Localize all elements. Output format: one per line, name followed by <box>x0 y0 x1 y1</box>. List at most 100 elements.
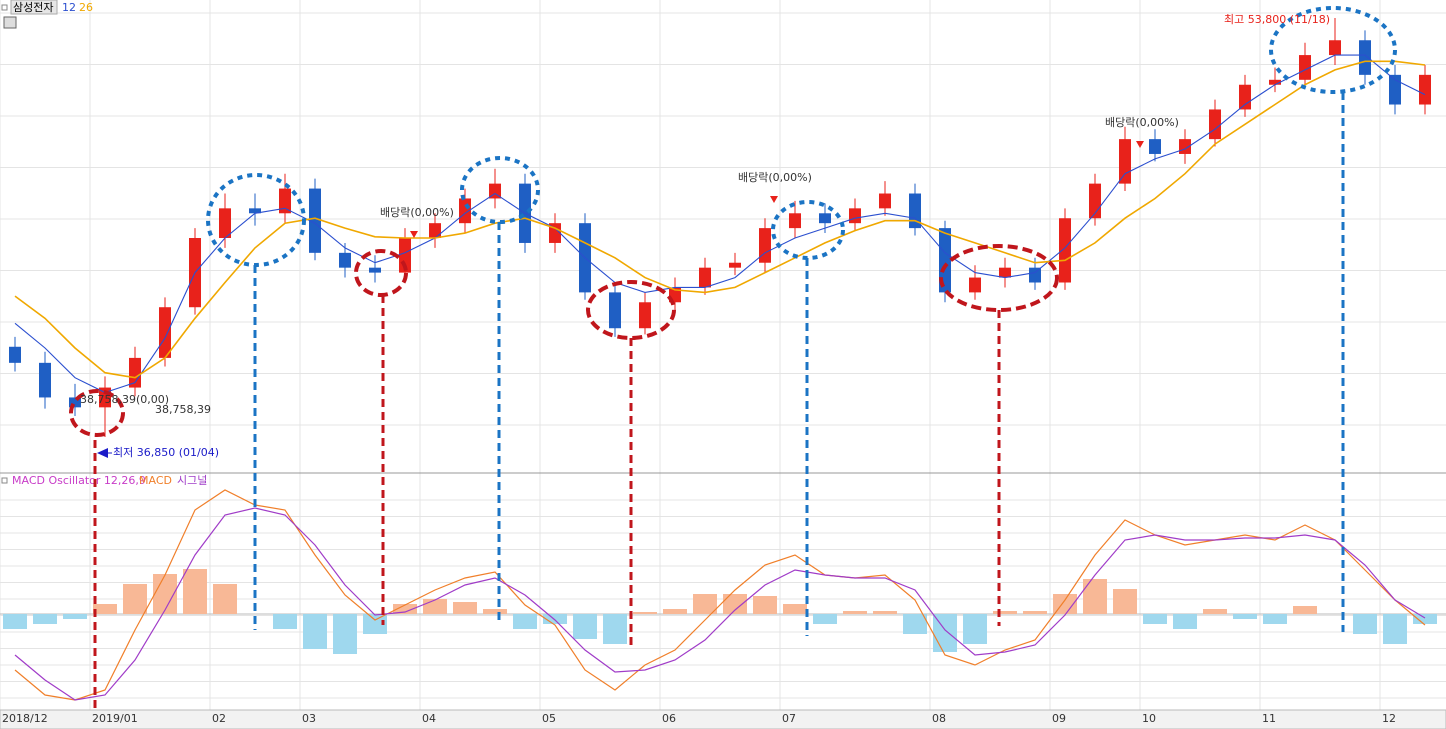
candle-body <box>1329 40 1341 56</box>
candle-body <box>909 193 921 229</box>
candle-body <box>819 213 831 224</box>
oscillator-bar <box>1353 614 1377 634</box>
price-label: 38,758,39 <box>155 403 211 416</box>
legend-ma26: 26 <box>79 1 93 14</box>
oscillator-bar <box>1293 606 1317 614</box>
x-tick-label: 10 <box>1142 712 1156 725</box>
x-tick-label: 2019/01 <box>92 712 138 725</box>
candle-body <box>1359 40 1371 75</box>
candle-body <box>279 188 291 214</box>
oscillator-bar <box>603 614 627 644</box>
moving-average <box>14 60 1426 379</box>
candle-body <box>309 188 321 253</box>
price-panel <box>9 18 1431 437</box>
candle-body <box>1389 74 1401 105</box>
oscillator-bar <box>933 614 957 652</box>
legend-ma12: 12 <box>62 1 76 14</box>
oscillator-bar <box>663 609 687 614</box>
candle-body <box>489 183 501 199</box>
oscillator-bar <box>1413 614 1437 624</box>
candle-body <box>339 252 351 268</box>
highlight-circle <box>460 156 540 224</box>
candle-body <box>39 362 51 398</box>
legend-icon <box>1 4 8 11</box>
oscillator-bar <box>873 611 897 614</box>
oscillator-bar <box>93 604 117 614</box>
dividend-label: 배당락(0,00%) <box>738 171 812 184</box>
low-label: 최저 36,850 (01/04) <box>113 446 219 459</box>
oscillator-bar <box>423 599 447 614</box>
oscillator-bar <box>33 614 57 624</box>
dividend-label: 배당락(0,00%) <box>380 206 454 219</box>
candle-body <box>69 397 81 408</box>
title-box <box>10 0 58 15</box>
oscillator-bar <box>273 614 297 629</box>
oscillator-bar <box>543 614 567 624</box>
candle-body <box>939 228 951 293</box>
candle-body <box>159 307 171 358</box>
x-tick-label: 09 <box>1052 712 1066 725</box>
x-tick-label: 08 <box>932 712 946 725</box>
macd-line <box>14 489 1426 701</box>
oscillator-bar <box>333 614 357 654</box>
candle-body <box>729 262 741 268</box>
oscillator-bar <box>1023 611 1047 614</box>
oscillator-bar <box>1083 579 1107 614</box>
macd-line <box>14 507 1426 701</box>
oscillator-bar <box>1113 589 1137 614</box>
x-tick-label: 2018/12 <box>2 712 48 725</box>
oscillator-bar <box>363 614 387 634</box>
oscillator-bar <box>63 614 87 619</box>
x-tick-label: 04 <box>422 712 436 725</box>
highlight-circle <box>1269 6 1397 94</box>
candle-body <box>879 193 891 209</box>
oscillator-bar <box>393 604 417 614</box>
oscillator-bar <box>1143 614 1167 624</box>
price-label: 38,758,39(0,00) <box>80 393 169 406</box>
oscillator-bar <box>1233 614 1257 619</box>
macd-panel <box>0 489 1446 701</box>
candle-body <box>699 267 711 288</box>
highlight-circle <box>586 280 676 340</box>
legend-icon <box>1 477 8 484</box>
dividend-label: 배당락(0,00%) <box>1105 116 1179 129</box>
candle-body <box>1059 218 1071 283</box>
oscillator-bar <box>693 594 717 614</box>
grid <box>0 0 1446 710</box>
chart-title: 삼성전자 <box>13 1 53 14</box>
oscillator-bar <box>993 611 1017 614</box>
candle-body <box>1269 79 1281 85</box>
oscillator-bar <box>213 584 237 614</box>
candle-body <box>1419 74 1431 105</box>
oscillator-bar <box>1203 609 1227 614</box>
annotations <box>69 6 1397 708</box>
oscillator-bar <box>3 614 27 629</box>
candle-body <box>1299 55 1311 80</box>
candle-body <box>9 346 21 363</box>
highlight-circle <box>354 249 408 297</box>
candle-body <box>1149 139 1161 154</box>
oscillator-bar <box>123 584 147 614</box>
x-tick-label: 03 <box>302 712 316 725</box>
legend-signal: 시그널 <box>177 474 207 487</box>
candle-body <box>789 213 801 229</box>
x-axis-bar <box>0 709 1446 729</box>
x-tick-label: 02 <box>212 712 226 725</box>
oscillator-bar <box>783 604 807 614</box>
high-label: 최고 53,800 (11/18) <box>1224 13 1330 26</box>
highlight-circle <box>69 389 125 437</box>
oscillator-bar <box>813 614 837 624</box>
moving-average <box>14 54 1426 394</box>
oscillator-bar <box>633 612 657 614</box>
candle-body <box>129 357 141 388</box>
oscillator-bar <box>513 614 537 629</box>
candle-body <box>639 302 651 329</box>
highlight-circle <box>771 200 845 260</box>
oscillator-bar <box>1383 614 1407 644</box>
highlight-circle <box>939 244 1059 312</box>
oscillator-bar <box>903 614 927 634</box>
candle-body <box>969 277 981 293</box>
candle-body <box>429 223 441 239</box>
